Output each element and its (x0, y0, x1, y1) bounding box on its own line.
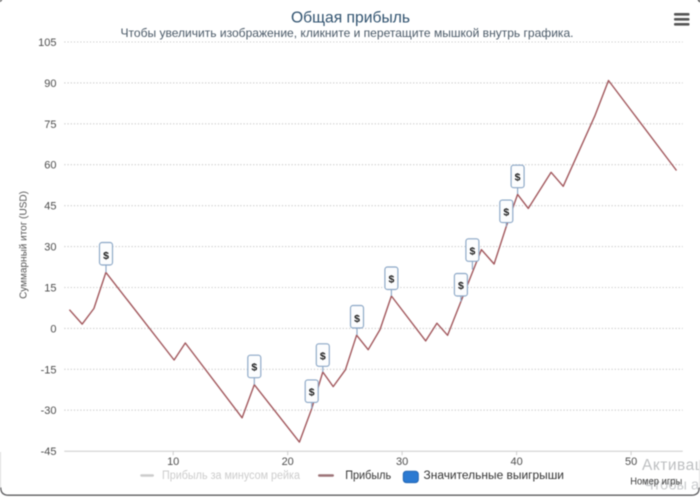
svg-text:$: $ (515, 172, 521, 184)
svg-text:0: 0 (50, 323, 56, 335)
svg-text:30: 30 (396, 456, 408, 468)
svg-text:$: $ (309, 386, 315, 398)
svg-text:75: 75 (44, 119, 56, 131)
svg-text:10: 10 (167, 456, 179, 468)
svg-text:15: 15 (44, 283, 56, 295)
svg-text:$: $ (503, 207, 509, 219)
svg-text:-45: -45 (41, 446, 57, 458)
svg-text:$: $ (388, 274, 394, 286)
svg-text:105: 105 (38, 37, 56, 49)
svg-text:Прибыль за минусом рейка: Прибыль за минусом рейка (162, 470, 301, 482)
svg-text:20: 20 (282, 456, 294, 468)
svg-text:Общая прибыль: Общая прибыль (291, 10, 410, 27)
svg-text:$: $ (354, 313, 360, 325)
svg-text:90: 90 (44, 78, 56, 90)
svg-text:-30: -30 (41, 405, 57, 417)
svg-text:$: $ (103, 250, 109, 262)
svg-text:$: $ (320, 350, 326, 362)
svg-text:50: 50 (625, 456, 637, 468)
svg-text:$: $ (458, 280, 464, 292)
svg-text:Прибыль: Прибыль (345, 470, 391, 482)
svg-text:60: 60 (44, 160, 56, 172)
svg-text:Чтобы ак: Чтобы ак (644, 478, 700, 494)
svg-text:Номер игры: Номер игры (630, 476, 682, 487)
svg-text:40: 40 (510, 456, 522, 468)
svg-text:-15: -15 (41, 364, 57, 376)
svg-text:30: 30 (44, 242, 56, 254)
svg-text:45: 45 (44, 201, 56, 213)
svg-text:$: $ (469, 245, 475, 257)
svg-text:$: $ (251, 362, 257, 374)
svg-text:Значительные выигрыши: Значительные выигрыши (424, 470, 565, 482)
svg-text:Суммарный итог (USD): Суммарный итог (USD) (18, 191, 29, 299)
svg-text:Активаци: Активаци (642, 457, 700, 474)
svg-text:Чтобы увеличить изображение, к: Чтобы увеличить изображение, кликните и … (121, 26, 574, 40)
